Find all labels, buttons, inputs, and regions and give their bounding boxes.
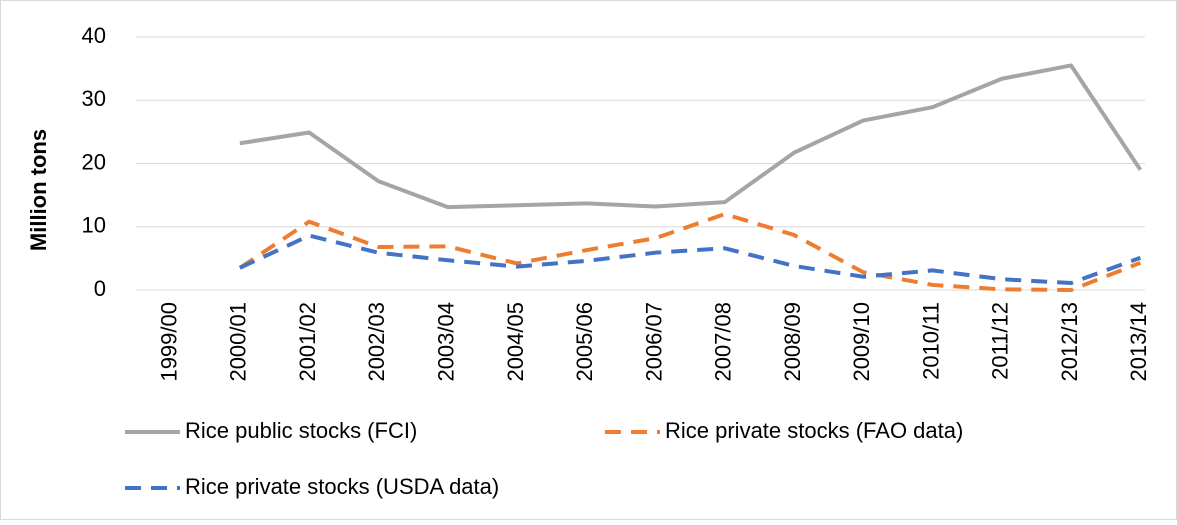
legend-label: Rice public stocks (FCI) <box>185 418 417 443</box>
series-line <box>238 212 1142 292</box>
x-tick-label: 2006/07 <box>641 302 666 382</box>
x-tick-label: 2000/01 <box>226 302 251 382</box>
x-tick-label: 2007/08 <box>711 302 736 382</box>
x-tick-label: 2012/13 <box>1057 302 1082 382</box>
legend-label: Rice private stocks (USDA data) <box>185 474 499 499</box>
x-tick-label: 2008/09 <box>780 302 805 382</box>
x-tick-label: 2004/05 <box>503 302 528 382</box>
x-tick-label: 2003/04 <box>434 302 459 382</box>
x-tick-label: 1999/00 <box>156 302 181 382</box>
y-tick-label: 20 <box>82 149 106 174</box>
x-tick-label: 2013/14 <box>1126 302 1151 382</box>
series-line <box>239 233 1142 286</box>
y-tick-label: 40 <box>82 23 106 48</box>
x-tick-label: 2010/11 <box>918 302 943 380</box>
y-tick-label: 0 <box>94 276 106 301</box>
y-tick-label: 30 <box>82 86 106 111</box>
x-tick-label: 2002/03 <box>364 302 389 382</box>
x-tick-label: 2011/12 <box>988 302 1013 380</box>
x-tick-label: 2009/10 <box>849 302 874 382</box>
y-tick-label: 10 <box>82 213 106 238</box>
legend-label: Rice private stocks (FAO data) <box>665 418 963 443</box>
x-tick-label: 2001/02 <box>295 302 320 382</box>
y-axis-label: Million tons <box>26 129 51 251</box>
series-line <box>239 63 1143 210</box>
x-tick-label: 2005/06 <box>572 302 597 382</box>
